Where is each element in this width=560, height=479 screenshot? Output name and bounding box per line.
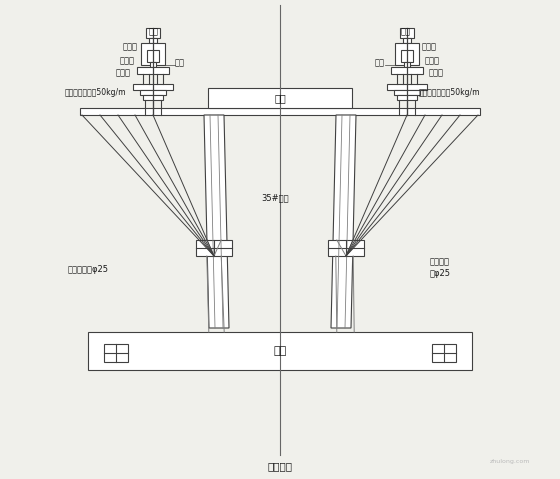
Bar [196,240,232,256]
Text: 锚具: 锚具 [175,58,185,68]
Text: zhulong.com: zhulong.com [490,459,530,465]
Bar [147,50,159,62]
Polygon shape [331,115,356,328]
Bar [140,90,166,95]
Bar [328,240,364,256]
Text: 精轧螺纹钢φ25: 精轧螺纹钢φ25 [68,265,109,274]
Text: 精轧螺纹: 精轧螺纹 [430,258,450,266]
Bar [432,344,456,362]
Bar [400,28,414,38]
Bar [394,90,420,95]
Text: 千斤顶: 千斤顶 [422,43,437,52]
Text: 顶帽: 顶帽 [274,93,286,103]
Bar [104,344,128,362]
Text: 35#钢筋: 35#钢筋 [261,194,289,203]
Bar [149,38,157,43]
Bar [143,95,163,100]
Bar [208,88,352,108]
Bar [80,108,480,115]
Text: 螺母: 螺母 [149,27,159,36]
Bar [404,62,410,67]
Bar [150,62,156,67]
Text: 螺母: 螺母 [401,27,411,36]
Bar [391,67,423,74]
Bar [403,38,411,43]
Text: 扁担梁: 扁担梁 [429,68,444,78]
Text: 承台: 承台 [273,346,287,356]
Bar [397,95,417,100]
Bar [401,50,413,62]
Bar [146,28,160,38]
Text: 钢φ25: 钢φ25 [430,270,451,278]
Text: 工字钢（钢轨）50kg/m: 工字钢（钢轨）50kg/m [65,88,127,96]
Bar [141,43,165,65]
Text: 工字钢（钢轨）50kg/m: 工字钢（钢轨）50kg/m [418,88,480,96]
Bar [133,84,173,90]
Text: 铁马镫: 铁马镫 [120,57,135,66]
Text: 锚具: 锚具 [375,58,385,68]
Polygon shape [204,115,229,328]
Text: 千斤顶: 千斤顶 [123,43,138,52]
Text: （图二）: （图二） [268,461,292,471]
Text: 铁马镫: 铁马镫 [425,57,440,66]
Bar [137,67,169,74]
Text: 扁担梁: 扁担梁 [116,68,131,78]
Bar [88,332,472,370]
Bar [395,43,419,65]
Bar [387,84,427,90]
